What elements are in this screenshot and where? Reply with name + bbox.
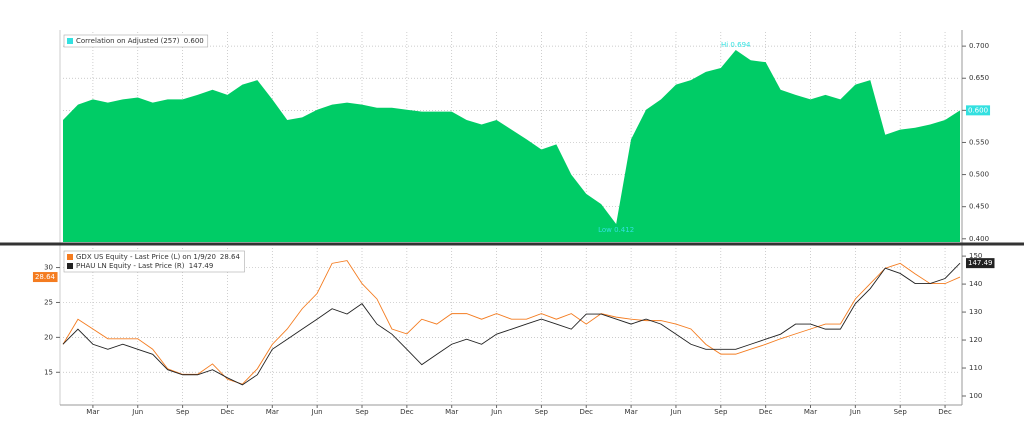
value-tag: 28.64 xyxy=(35,273,56,281)
x-tick-label: Dec xyxy=(938,408,952,416)
y2-tick-label: 130 xyxy=(969,308,982,316)
x-tick-label: Dec xyxy=(221,408,235,416)
annotation: Low 0.412 xyxy=(598,226,634,234)
x-tick-label: Dec xyxy=(759,408,773,416)
x-tick-label: Dec xyxy=(579,408,593,416)
legend-swatch xyxy=(67,263,73,269)
y-tick-label: 0.550 xyxy=(969,138,989,146)
value-tag-box xyxy=(966,105,991,116)
x-tick-label: Jun xyxy=(849,408,861,416)
value-tag-box xyxy=(32,272,58,283)
legend-box xyxy=(63,250,245,273)
legend-value: 147.49 xyxy=(189,262,214,270)
legend-label: Correlation on Adjusted (257) xyxy=(76,37,180,45)
y-tick-label: 15 xyxy=(44,368,53,376)
value-tag: 0.600 xyxy=(968,106,988,114)
legend-label: GDX US Equity - Last Price (L) on 1/9/20 xyxy=(76,253,216,261)
legend-swatch xyxy=(67,38,73,44)
y2-tick-label: 120 xyxy=(969,336,982,344)
x-tick-label: Sep xyxy=(355,408,369,416)
area xyxy=(63,49,960,242)
y-tick-label: 0.700 xyxy=(969,42,989,50)
annotation: Hi 0.694 xyxy=(721,41,751,49)
value-tag-box xyxy=(966,258,995,269)
y-tick-label: 0.500 xyxy=(969,171,989,179)
x-tick-label: Jun xyxy=(490,408,502,416)
x-tick-label: Jun xyxy=(311,408,323,416)
x-tick-label: Mar xyxy=(266,408,279,416)
series-line xyxy=(62,262,961,386)
y2-tick-label: 150 xyxy=(969,252,982,260)
legend-swatch xyxy=(67,254,73,260)
x-tick-label: Sep xyxy=(176,408,190,416)
y-tick-label: 25 xyxy=(44,298,53,306)
legend-value: 28.64 xyxy=(220,253,241,261)
y2-tick-label: 110 xyxy=(969,364,982,372)
x-tick-label: Mar xyxy=(86,408,99,416)
x-tick-label: Sep xyxy=(714,408,728,416)
y-tick-label: 20 xyxy=(44,333,53,341)
series-line xyxy=(62,260,961,385)
value-tag: 147.49 xyxy=(968,259,993,267)
x-tick-label: Jun xyxy=(669,408,681,416)
y2-tick-label: 140 xyxy=(969,280,982,288)
legend-value: 0.600 xyxy=(184,37,204,45)
y2-tick-label: 100 xyxy=(969,392,982,400)
legend-label: PHAU LN Equity - Last Price (R) xyxy=(76,262,185,270)
x-tick-label: Jun xyxy=(131,408,143,416)
y-tick-label: 0.450 xyxy=(969,203,989,211)
y-tick-label: 30 xyxy=(44,264,53,272)
legend-box xyxy=(63,34,209,48)
x-tick-label: Dec xyxy=(400,408,414,416)
y-tick-label: 0.650 xyxy=(969,74,989,82)
x-tick-label: Mar xyxy=(445,408,458,416)
x-tick-label: Sep xyxy=(535,408,549,416)
y-tick-label: 0.400 xyxy=(969,235,989,243)
x-tick-label: Mar xyxy=(624,408,637,416)
x-tick-label: Sep xyxy=(894,408,908,416)
x-tick-label: Mar xyxy=(804,408,817,416)
